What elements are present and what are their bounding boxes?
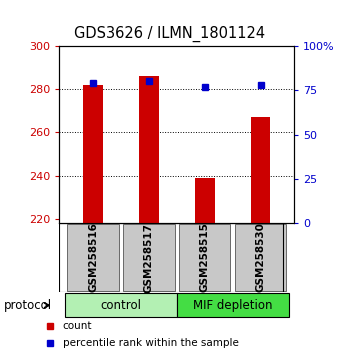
Bar xyxy=(235,224,286,291)
Text: protocol: protocol xyxy=(3,299,52,312)
Text: MIF depletion: MIF depletion xyxy=(193,299,272,312)
Bar xyxy=(179,224,231,291)
Bar xyxy=(139,76,159,223)
Text: GSM258516: GSM258516 xyxy=(88,223,98,292)
Text: GSM258517: GSM258517 xyxy=(144,223,154,292)
Bar xyxy=(83,85,103,223)
Bar xyxy=(67,224,119,291)
Bar xyxy=(65,293,177,317)
Text: count: count xyxy=(63,321,92,331)
Text: percentile rank within the sample: percentile rank within the sample xyxy=(63,338,238,348)
Text: GSM258515: GSM258515 xyxy=(200,223,210,292)
Bar xyxy=(251,117,270,223)
Text: control: control xyxy=(100,299,141,312)
Bar xyxy=(195,178,215,223)
Text: GSM258530: GSM258530 xyxy=(256,223,266,292)
Bar xyxy=(123,224,174,291)
Bar xyxy=(177,293,289,317)
Text: GDS3626 / ILMN_1801124: GDS3626 / ILMN_1801124 xyxy=(74,25,266,42)
